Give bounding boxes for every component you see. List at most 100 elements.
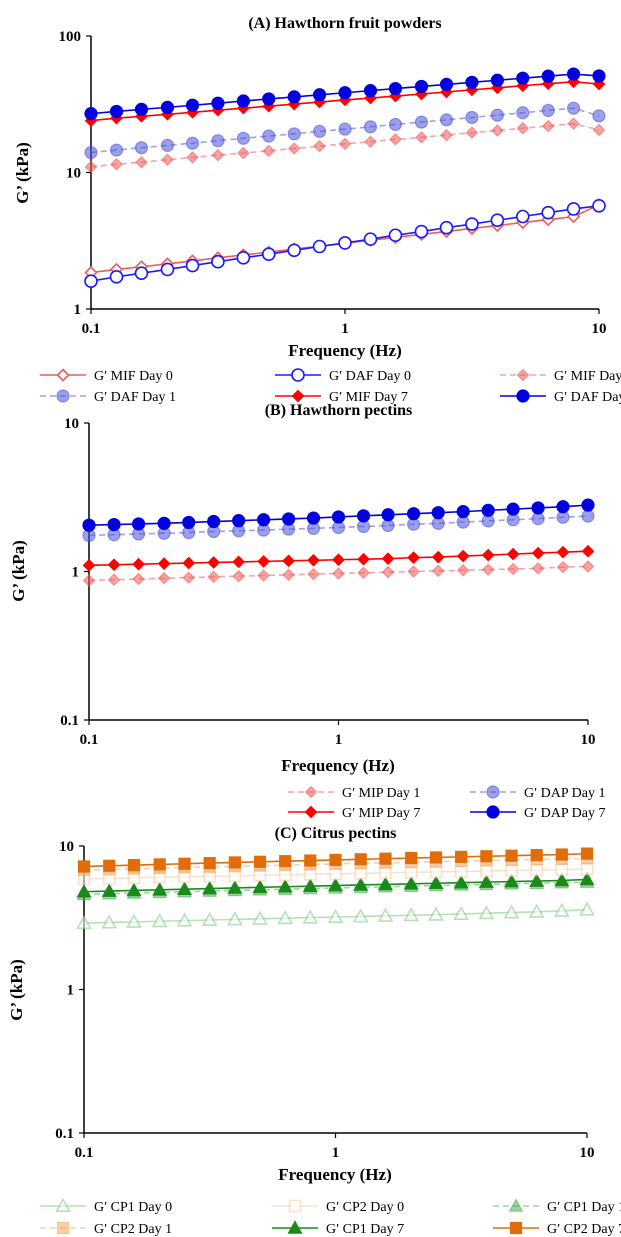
data-point [357,552,370,566]
data-point [262,129,276,143]
data-point [262,144,276,158]
series-g-cp1-day-0 [76,901,595,930]
y-tick-label: 1 [67,983,75,999]
x-tick-label: 10 [580,1145,595,1161]
series-line [88,565,589,582]
data-point [465,217,479,231]
data-point [592,69,606,83]
legend-label: G′ CP2 Day 1 [94,1222,172,1237]
x-tick-label: 10 [592,321,607,337]
data-point [465,75,479,89]
data-point [581,498,595,512]
data-point [439,220,454,235]
data-point [363,84,378,98]
data-point [580,847,594,860]
x-axis-label: Frequency (Hz) [278,1165,391,1184]
legend-marker [56,1221,70,1235]
data-point [134,266,149,280]
y-tick-label: 10 [59,839,74,855]
data-point [132,557,145,571]
legend-label: G′ CP2 Day 0 [326,1200,404,1215]
data-point [185,98,200,112]
data-point [407,565,420,578]
data-point [282,554,295,568]
data-point [132,572,145,586]
x-axis-label: Frequency (Hz) [288,341,401,360]
y-tick-label: 10 [64,416,79,432]
data-point [566,202,581,216]
data-point [516,106,530,120]
data-point [429,865,443,879]
data-point [592,123,606,137]
data-point [541,205,556,220]
data-point [82,574,96,587]
data-point [478,905,495,920]
data-point [176,912,193,927]
data-point [182,556,196,570]
x-tick-label: 1 [335,732,343,748]
chart-panel-2: (B) Hawthorn pectins 0.1 1 10 0.1 1 10 Frequenc… [9,402,605,821]
data-point [126,882,142,897]
legend-label: G′ CP1 Day 7 [326,1222,404,1237]
data-point [515,209,530,224]
series-g-cp1-day-7 [76,871,595,898]
legend-label: G′ CP2 Day 7 [547,1222,621,1237]
data-point [134,102,149,116]
data-point [82,559,96,572]
legend-marker [56,389,70,403]
legend-item: G′ CP2 Day 7 [493,1221,621,1237]
legend-marker [55,1197,71,1212]
data-point [363,120,378,134]
data-point [381,565,395,579]
legend-item: G′ CP1 Day 0 [40,1197,172,1215]
legend-item: G′ DAF Day 0 [275,368,411,384]
data-point [415,130,428,144]
data-point [160,262,175,277]
data-point [252,910,268,925]
legend-label: G′ DAP Day 7 [524,806,605,821]
data-point [581,560,595,573]
data-point [407,507,421,521]
data-point [352,908,369,923]
data-point [556,500,570,514]
data-point [379,852,392,865]
data-point [554,872,570,887]
data-point [261,247,276,262]
data-point [109,270,124,284]
data-point [109,143,124,157]
data-point [338,236,352,250]
x-tick-label: 1 [332,1145,340,1161]
data-point [157,516,171,530]
data-point [77,860,91,873]
data-point [407,551,420,564]
data-point [506,547,520,561]
legend-item: G′ MIF Day 1 [500,368,621,384]
data-point [456,563,470,577]
data-point [541,119,555,133]
data-point [555,848,568,861]
data-point [76,914,92,930]
data-point [279,855,292,868]
data-point [439,113,454,127]
data-point [153,858,166,871]
data-point [236,251,251,265]
data-point [579,871,595,886]
data-point [302,878,318,892]
data-point [505,849,518,862]
data-point [428,875,444,890]
data-point [306,511,321,525]
data-point [431,506,445,520]
data-point [414,79,429,94]
data-point [555,863,569,876]
data-point [107,517,121,532]
data-point [228,856,241,869]
data-point [151,913,168,928]
data-point [566,101,581,115]
data-point [503,904,520,919]
data-point [202,880,218,895]
data-point [453,905,470,920]
data-point [176,881,193,895]
data-point [530,849,543,862]
data-point [556,545,570,559]
